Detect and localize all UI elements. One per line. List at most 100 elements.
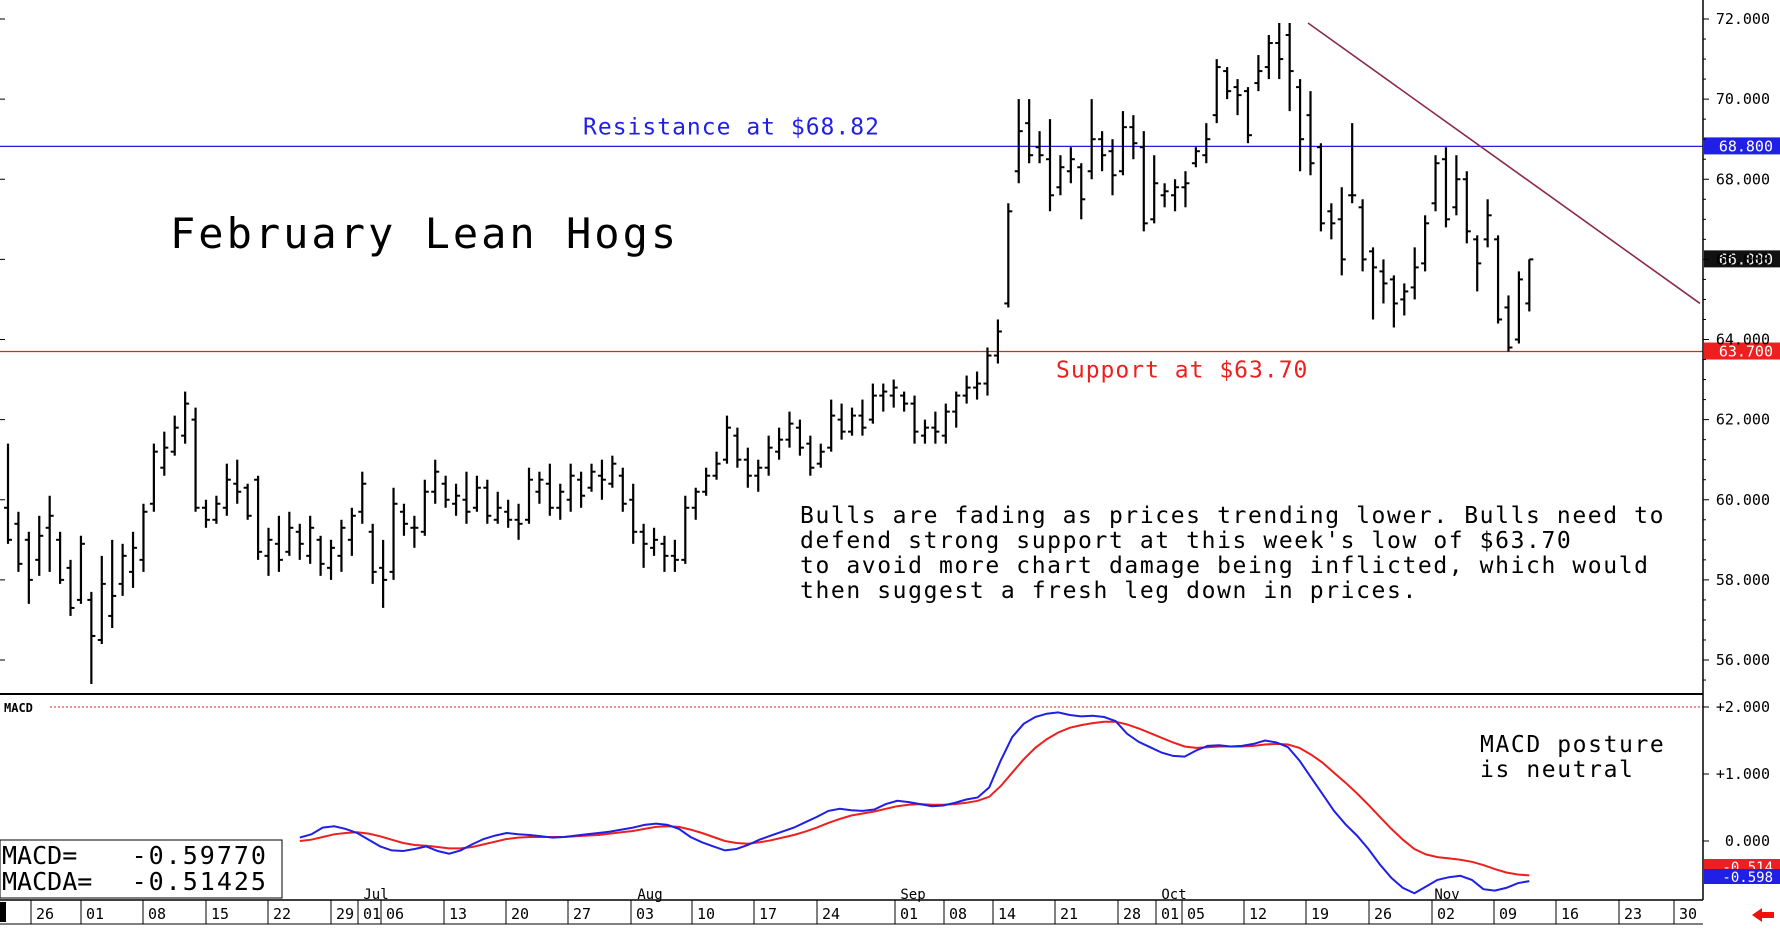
macd-tick-label: 0.000 (1725, 832, 1770, 850)
date-day-label: 06 (386, 905, 404, 923)
ohlc-bar (222, 463, 231, 516)
ohlc-bar (764, 435, 773, 476)
ohlc-bar (504, 499, 513, 528)
ohlc-bar (535, 471, 544, 504)
ohlc-bar (254, 475, 263, 560)
ohlc-bar (76, 535, 85, 604)
ohlc-bar (1004, 203, 1013, 308)
ohlc-bar (1056, 155, 1065, 196)
ohlc-bar (754, 459, 763, 492)
ohlc-bar (1223, 67, 1232, 100)
ohlc-bar (1462, 171, 1471, 244)
ohlc-bar (181, 391, 190, 444)
ohlc-bar (1233, 79, 1242, 116)
last-price-tag: 66.000 (1719, 250, 1773, 268)
ohlc-bar (1264, 35, 1273, 80)
macd-readout-label: MACDA= (2, 867, 92, 896)
date-day-label: 01 (86, 905, 104, 923)
date-day-label: 30 (1679, 905, 1697, 923)
date-day-label: 01 (900, 905, 918, 923)
price-tick-label: 62.000 (1716, 411, 1770, 429)
ohlc-bar (306, 515, 315, 564)
ohlc-bar (170, 415, 179, 456)
ohlc-bar (389, 487, 398, 580)
level-axis-tag: 68.800 (1719, 137, 1773, 155)
macd-axis-tag-bg (1704, 869, 1780, 884)
ohlc-bar (868, 383, 877, 424)
ohlc-bar (1337, 187, 1346, 276)
ohlc-bar (1379, 259, 1388, 304)
ohlc-bar (1421, 215, 1430, 272)
ohlc-bar (681, 495, 690, 564)
date-day-label: 14 (998, 905, 1016, 923)
ohlc-bar (1108, 139, 1117, 196)
price-tick-label: 68.000 (1716, 170, 1770, 188)
ohlc-bar (941, 403, 950, 444)
ohlc-bar (1473, 235, 1482, 292)
date-day-label: 21 (1060, 905, 1078, 923)
macd-readout-value: -0.59770 (132, 841, 268, 870)
ohlc-bar (1275, 23, 1284, 80)
level-axis-tag-bg (1704, 342, 1780, 360)
date-day-label: 01 (1161, 905, 1179, 923)
ohlc-bar (56, 531, 65, 584)
ohlc-bar (1098, 131, 1107, 172)
ohlc-bar (87, 591, 96, 685)
ohlc-bar (431, 459, 440, 504)
date-day-label: 03 (636, 905, 654, 923)
ohlc-bar (1400, 283, 1409, 316)
ohlc-bar (577, 471, 586, 508)
ohlc-bar (795, 419, 804, 456)
ohlc-bar (920, 419, 929, 444)
date-day-label: 12 (1249, 905, 1267, 923)
ohlc-bar (816, 443, 825, 468)
ohlc-bar (1150, 155, 1159, 224)
ohlc-bar (962, 375, 971, 404)
ohlc-bar (1046, 119, 1054, 212)
ohlc-bar (1514, 271, 1523, 344)
ohlc-bar (139, 503, 148, 572)
ohlc-bar (358, 471, 367, 524)
date-day-label: 23 (1624, 905, 1642, 923)
ohlc-bar (399, 503, 408, 536)
macd-tick-label: +2.000 (1716, 698, 1770, 716)
date-month-label: Nov (1434, 887, 1459, 903)
ohlc-bar (472, 475, 481, 512)
date-day-label: 01 (363, 905, 381, 923)
ohlc-bar (858, 399, 867, 436)
ohlc-bar (379, 539, 388, 608)
ohlc-bar (368, 523, 377, 584)
ohlc-bar (973, 371, 982, 400)
date-day-label: 17 (759, 905, 777, 923)
ohlc-bar (597, 459, 606, 500)
ohlc-bar (1129, 115, 1138, 160)
macd-series-line (299, 720, 1530, 877)
ohlc-bar (587, 463, 596, 492)
ohlc-bar (452, 483, 461, 516)
ohlc-bar (806, 435, 815, 476)
macd-readout-value: -0.51425 (132, 867, 268, 896)
ohlc-bar (201, 499, 210, 528)
ohlc-bar (233, 459, 242, 504)
ohlc-bar (129, 531, 138, 588)
date-month-label: Jul (363, 887, 388, 903)
date-day-label: 24 (822, 905, 840, 923)
level-axis-tag-bg (1704, 137, 1780, 155)
ohlc-bar (1202, 123, 1211, 164)
ohlc-bar (316, 535, 325, 576)
ohlc-bar (1327, 203, 1336, 240)
ohlc-bar (1483, 199, 1492, 248)
date-month-label: Oct (1161, 887, 1186, 903)
ohlc-bar (1348, 123, 1357, 204)
ohlc-bar (97, 555, 106, 644)
back-arrow-icon (1752, 908, 1774, 922)
ohlc-bar (514, 503, 523, 540)
macd-series-line (299, 711, 1530, 895)
ohlc-bar (691, 487, 700, 520)
ohlc-bar (14, 511, 23, 572)
date-month-label: Aug (637, 887, 662, 903)
ohlc-bar (1358, 199, 1367, 272)
ohlc-bar (889, 379, 898, 408)
ohlc-bar (827, 399, 836, 452)
ohlc-bar (441, 475, 450, 508)
